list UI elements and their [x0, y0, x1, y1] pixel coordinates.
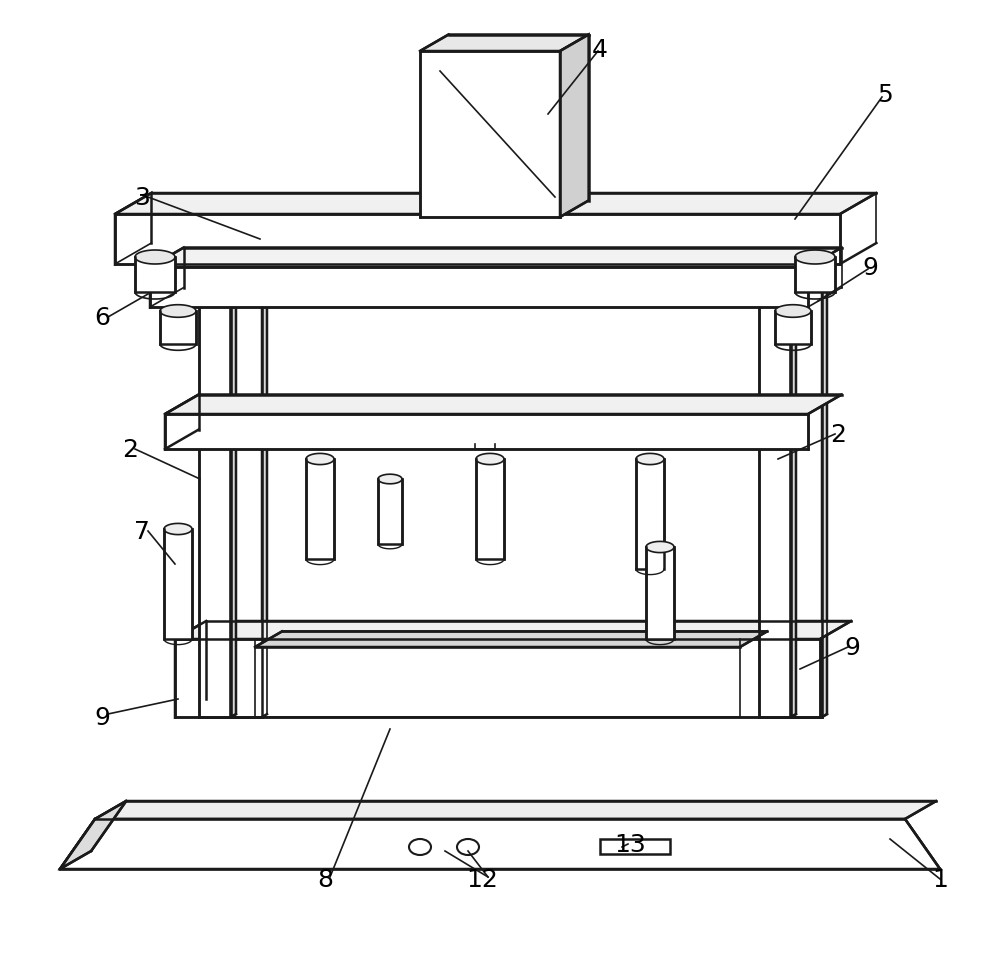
Polygon shape — [60, 801, 126, 869]
Polygon shape — [646, 542, 674, 553]
Polygon shape — [795, 250, 835, 265]
Text: 12: 12 — [466, 867, 498, 891]
Text: 6: 6 — [94, 306, 110, 330]
Polygon shape — [306, 454, 334, 466]
Text: 9: 9 — [844, 636, 860, 659]
Polygon shape — [420, 35, 589, 52]
Polygon shape — [135, 258, 175, 292]
Polygon shape — [476, 454, 504, 466]
Polygon shape — [262, 277, 267, 717]
Polygon shape — [115, 194, 876, 215]
Polygon shape — [476, 460, 504, 559]
Polygon shape — [95, 801, 936, 820]
Polygon shape — [231, 277, 236, 717]
Polygon shape — [135, 250, 175, 265]
Polygon shape — [165, 395, 199, 450]
Polygon shape — [199, 280, 231, 717]
Polygon shape — [150, 268, 808, 308]
Polygon shape — [636, 460, 664, 569]
Polygon shape — [160, 312, 196, 344]
Text: 8: 8 — [317, 867, 333, 891]
Text: 13: 13 — [614, 832, 646, 856]
Polygon shape — [115, 215, 840, 265]
Polygon shape — [164, 529, 192, 640]
Polygon shape — [646, 548, 674, 640]
Polygon shape — [60, 820, 940, 869]
Polygon shape — [175, 640, 820, 717]
Text: 4: 4 — [592, 38, 608, 62]
Polygon shape — [378, 474, 402, 484]
Polygon shape — [795, 258, 835, 292]
Polygon shape — [115, 194, 151, 265]
Text: 2: 2 — [122, 437, 138, 462]
Polygon shape — [255, 632, 767, 647]
Text: 9: 9 — [862, 255, 878, 280]
Polygon shape — [560, 35, 589, 218]
Polygon shape — [175, 621, 851, 640]
Polygon shape — [636, 454, 664, 466]
Polygon shape — [775, 312, 811, 344]
Polygon shape — [164, 524, 192, 535]
Ellipse shape — [457, 839, 479, 855]
Text: 1: 1 — [932, 867, 948, 891]
Polygon shape — [230, 280, 262, 717]
Text: 7: 7 — [134, 519, 150, 544]
Text: 3: 3 — [134, 186, 150, 210]
Polygon shape — [420, 52, 560, 218]
Polygon shape — [165, 415, 808, 450]
Polygon shape — [306, 460, 334, 559]
Polygon shape — [791, 277, 796, 717]
Text: 9: 9 — [94, 705, 110, 730]
Polygon shape — [759, 280, 791, 717]
Polygon shape — [150, 248, 184, 308]
Polygon shape — [822, 277, 827, 717]
Polygon shape — [790, 280, 822, 717]
Polygon shape — [160, 305, 196, 318]
Polygon shape — [165, 395, 842, 415]
Text: 2: 2 — [830, 422, 846, 447]
Polygon shape — [775, 305, 811, 318]
Ellipse shape — [409, 839, 431, 855]
Polygon shape — [150, 248, 842, 268]
Polygon shape — [175, 621, 206, 717]
Polygon shape — [600, 839, 670, 854]
Polygon shape — [60, 820, 940, 869]
Text: 5: 5 — [877, 83, 893, 107]
Polygon shape — [378, 479, 402, 545]
